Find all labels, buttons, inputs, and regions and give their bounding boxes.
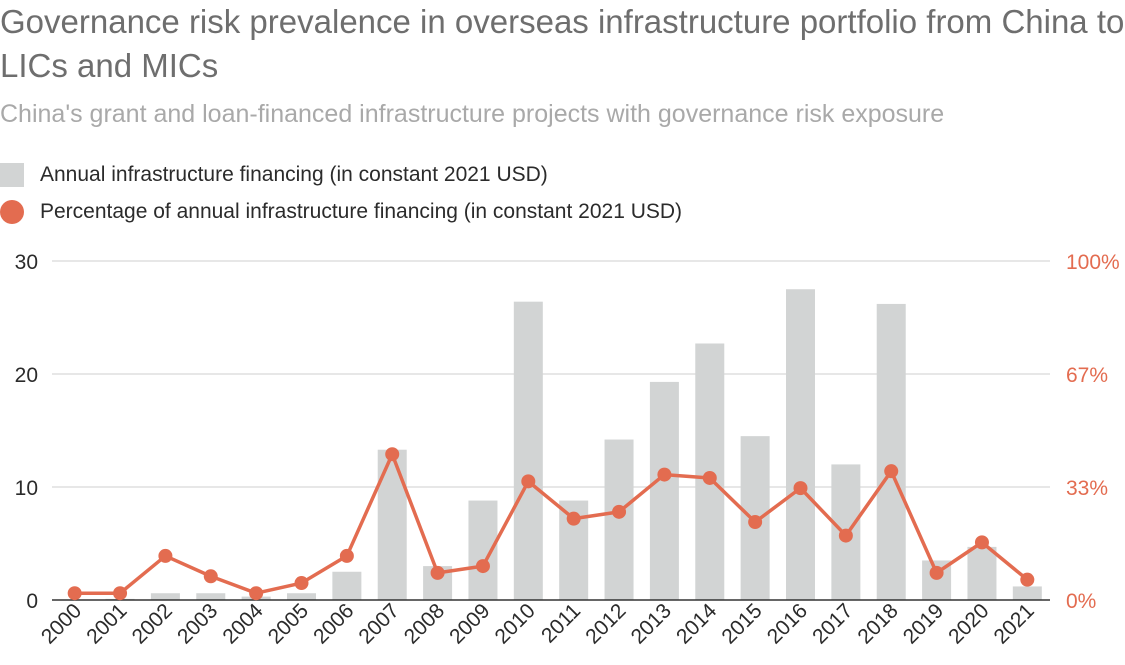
line-point	[838, 528, 853, 543]
x-tick-label: 2010	[491, 599, 540, 648]
x-tick-label: 2011	[537, 599, 585, 647]
y-tick-label-right: 67%	[1066, 364, 1108, 387]
x-tick-label: 2008	[400, 599, 449, 648]
y-tick-label-right: 33%	[1066, 477, 1108, 500]
y-tick-label-right: 0%	[1066, 590, 1096, 613]
bar	[332, 571, 362, 600]
x-tick-label: 2019	[899, 599, 948, 648]
x-tick-label: 2009	[445, 599, 494, 648]
y-tick-label-left: 30	[15, 251, 38, 274]
line-point	[566, 511, 581, 526]
bar	[196, 593, 226, 600]
legend-item-line: Percentage of annual infrastructure fina…	[0, 193, 682, 230]
bar	[150, 593, 180, 600]
x-tick-label: 2002	[128, 599, 177, 648]
chart-subtitle: China's grant and loan-financed infrastr…	[0, 100, 945, 128]
line-series	[74, 452, 1029, 595]
line-point	[657, 467, 672, 482]
line-point	[294, 576, 309, 591]
x-tick-label: 2005	[264, 599, 313, 648]
line-point	[884, 464, 899, 479]
x-tick-label: 2013	[627, 599, 676, 648]
legend-label-bar: Annual infrastructure financing (in cons…	[40, 162, 548, 186]
bar	[604, 439, 634, 600]
line-dot-icon	[0, 199, 24, 224]
line-point	[158, 548, 173, 563]
y-tick-label-left: 20	[15, 364, 38, 387]
line-point	[430, 565, 445, 580]
x-tick-label: 2020	[944, 599, 993, 648]
x-tick-label: 2001	[82, 599, 131, 648]
line-point	[249, 586, 264, 601]
legend-label-line: Percentage of annual infrastructure fina…	[40, 199, 683, 223]
line-point	[974, 535, 989, 550]
x-tick-label: 2007	[354, 599, 403, 648]
line-point	[1020, 572, 1035, 587]
bar	[876, 303, 906, 600]
line-point	[929, 565, 944, 580]
x-tick-label: 2000	[37, 599, 86, 648]
bar	[513, 301, 543, 600]
y-tick-label-left: 10	[15, 477, 38, 500]
bar	[377, 449, 407, 600]
legend: Annual infrastructure financing (in cons…	[0, 156, 682, 230]
line-point	[339, 548, 354, 563]
bar	[786, 289, 815, 600]
x-tick-label: 2003	[173, 599, 222, 648]
bar	[649, 381, 679, 600]
x-tick-label: 2014	[672, 599, 722, 649]
chart-title: Governance risk prevalence in overseas i…	[0, 3, 1125, 84]
bar	[1012, 586, 1042, 600]
bar-swatch-icon	[0, 162, 24, 187]
line-point	[612, 504, 627, 519]
x-tick-label: 2018	[853, 599, 902, 648]
line-point	[748, 515, 763, 530]
x-tick-label: 2017	[808, 599, 857, 648]
line-point	[475, 559, 490, 574]
y-tick-label-right: 100%	[1066, 251, 1120, 274]
x-tick-label: 2004	[218, 599, 268, 649]
line-point	[203, 569, 218, 584]
line-point	[113, 586, 128, 601]
x-tick-label: 2006	[309, 599, 358, 648]
bar	[967, 546, 997, 600]
line-point	[521, 474, 536, 489]
line-point	[793, 481, 808, 496]
bar	[287, 593, 316, 600]
line-point	[702, 470, 717, 485]
x-tick-label: 2021	[990, 599, 1039, 648]
x-tick-label: 2012	[581, 599, 630, 648]
line-point	[385, 447, 400, 462]
line-point	[67, 586, 82, 601]
legend-item-bar: Annual infrastructure financing (in cons…	[0, 156, 682, 193]
y-tick-label-left: 0	[26, 590, 38, 613]
x-tick-label: 2016	[763, 599, 812, 648]
x-tick-label: 2015	[717, 599, 766, 648]
